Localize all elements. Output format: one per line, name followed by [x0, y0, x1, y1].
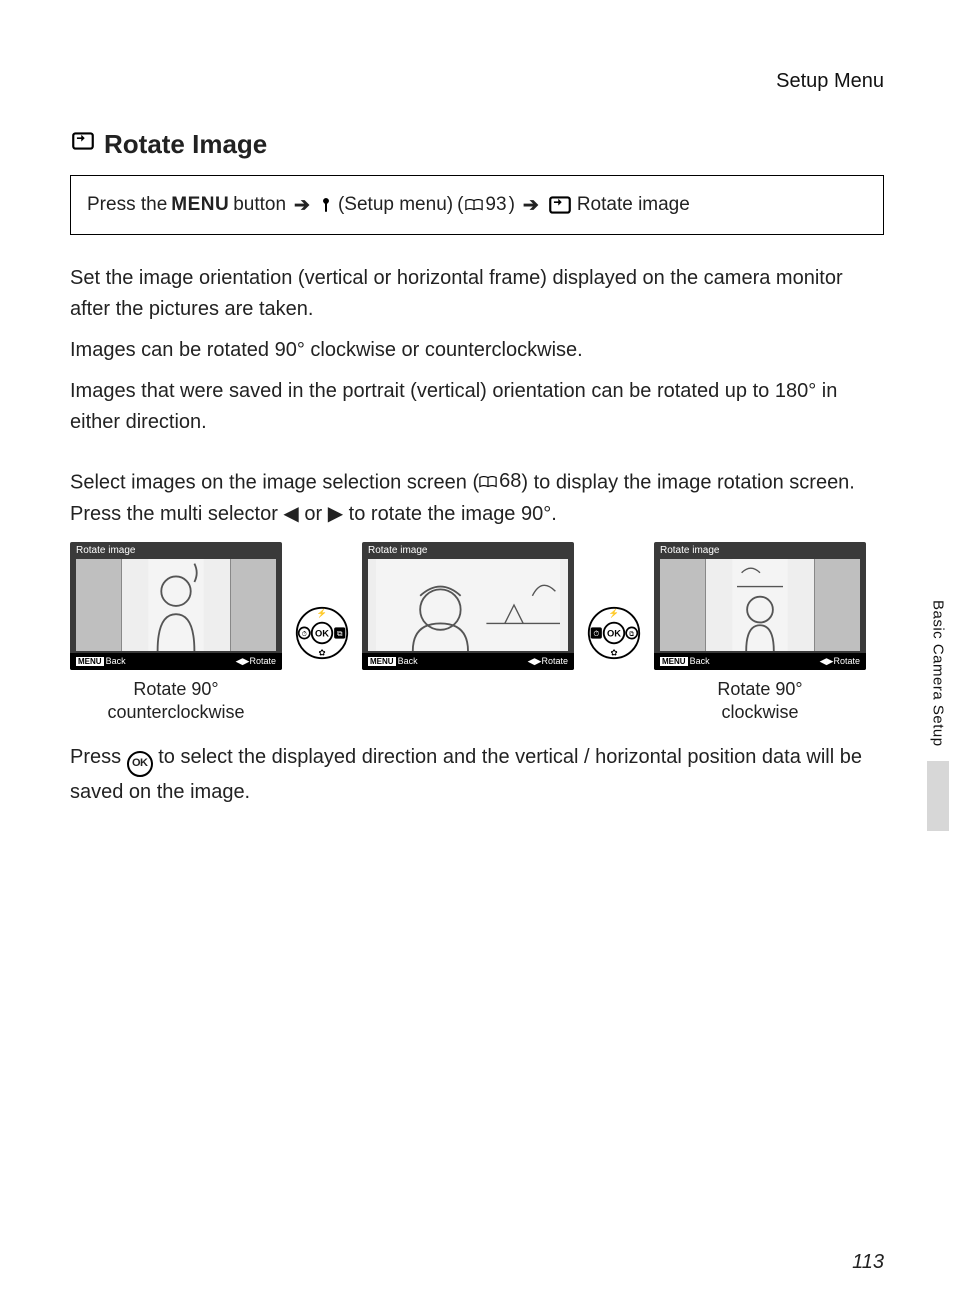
triangle-left-icon: ◀ — [283, 499, 298, 530]
screenshot-center: Rotate image — [362, 542, 574, 725]
title-text: Rotate Image — [104, 129, 267, 160]
landscape-sketch-icon — [368, 559, 568, 651]
page-number: 113 — [852, 1251, 884, 1274]
camera-screen: Rotate image — [362, 542, 574, 670]
text-run: Select images on the image selection scr… — [70, 472, 479, 494]
rotate-label: ◀▶Rotate — [820, 656, 860, 667]
svg-text:⏱: ⏱ — [302, 631, 307, 638]
rotate-label: ◀▶Rotate — [236, 656, 276, 667]
svg-text:⚡: ⚡ — [317, 608, 327, 619]
nav-text: Press the — [87, 194, 167, 216]
screen-footer: MENUBack ◀▶Rotate — [654, 653, 866, 670]
side-tab-label: Basic Camera Setup — [930, 600, 947, 747]
triangle-right-icon: ▶ — [328, 499, 343, 530]
svg-text:⧉: ⧉ — [337, 629, 343, 638]
figure-row: Rotate image MENUBack ◀▶Rotate — [70, 542, 884, 725]
preview-portrait — [76, 559, 276, 651]
menu-tag: MENU — [660, 657, 688, 666]
caption-line: clockwise — [721, 702, 798, 722]
menu-tag: MENU — [368, 657, 396, 666]
body-paragraph: Set the image orientation (vertical or h… — [70, 263, 884, 325]
nav-text: button — [233, 194, 286, 216]
body-paragraph: Press OK to select the displayed directi… — [70, 742, 884, 808]
nav-text: (Setup menu) — [338, 194, 453, 216]
caption-line: counterclockwise — [107, 702, 244, 722]
preview-landscape — [368, 559, 568, 651]
menu-button-label: MENU — [171, 194, 229, 216]
caption-line: Rotate 90° — [133, 679, 218, 699]
back-label: Back — [106, 656, 126, 666]
svg-text:⚡: ⚡ — [609, 608, 619, 619]
caption-right: Rotate 90° clockwise — [717, 678, 802, 725]
wrench-icon — [318, 194, 334, 216]
caption-empty — [465, 678, 470, 725]
page-reference: ( 93) — [457, 194, 515, 216]
screen-title: Rotate image — [362, 542, 574, 559]
menu-tag: MENU — [76, 657, 104, 666]
screen-title: Rotate image — [70, 542, 282, 559]
arrow-icon: ➔ — [294, 194, 310, 217]
rotate-image-icon — [70, 128, 96, 161]
text-run: Press — [70, 746, 127, 768]
camera-screen: Rotate image MENUBack ◀▶Rotate — [654, 542, 866, 670]
svg-text:⏱: ⏱ — [593, 629, 599, 638]
thumb-index-icon — [927, 761, 949, 831]
svg-text:OK: OK — [315, 629, 329, 639]
screen-footer: MENUBack ◀▶Rotate — [362, 653, 574, 670]
screen-footer: MENUBack ◀▶Rotate — [70, 653, 282, 670]
page-title: Rotate Image — [70, 128, 884, 161]
side-tab: Basic Camera Setup — [922, 600, 954, 831]
svg-text:OK: OK — [607, 629, 621, 639]
multi-selector-icon: OK ⚡ ✿ ⏱ ⧉ — [584, 605, 644, 661]
screen-title: Rotate image — [654, 542, 866, 559]
text-run: to select the displayed direction and th… — [70, 746, 862, 803]
screenshot-left: Rotate image MENUBack ◀▶Rotate — [70, 542, 282, 725]
nav-text: Rotate image — [577, 194, 690, 216]
svg-text:✿: ✿ — [318, 647, 325, 657]
preview-portrait — [660, 559, 860, 651]
body-paragraph: Images can be rotated 90° clockwise or c… — [70, 335, 884, 366]
manual-page: Setup Menu Rotate Image Press the MENU b… — [0, 0, 954, 1314]
portrait-sketch-icon — [706, 559, 814, 651]
rotate-label: ◀▶Rotate — [528, 656, 568, 667]
text-run: or — [299, 503, 328, 525]
portrait-sketch-icon — [122, 559, 230, 651]
page-reference: 68 — [479, 466, 521, 497]
body-paragraph: Images that were saved in the portrait (… — [70, 376, 884, 438]
back-label: Back — [690, 656, 710, 666]
svg-text:⧉: ⧉ — [629, 631, 634, 638]
svg-text:✿: ✿ — [610, 647, 617, 657]
screenshot-right: Rotate image MENUBack ◀▶Rotate — [654, 542, 866, 725]
back-label: Back — [398, 656, 418, 666]
caption-line: Rotate 90° — [717, 679, 802, 699]
text-run: to rotate the image 90°. — [343, 503, 557, 525]
rotate-image-icon — [547, 192, 573, 218]
page-ref-number: 68 — [499, 466, 521, 497]
section-header: Setup Menu — [70, 70, 884, 93]
camera-screen: Rotate image MENUBack ◀▶Rotate — [70, 542, 282, 670]
caption-left: Rotate 90° counterclockwise — [107, 678, 244, 725]
multi-selector-icon: OK ⚡ ✿ ⏱ ⧉ — [292, 605, 352, 661]
ok-button-icon: OK — [127, 751, 153, 777]
navigation-path-box: Press the MENU button ➔ (Setup menu) ( 9… — [70, 175, 884, 235]
arrow-icon: ➔ — [523, 194, 539, 217]
page-ref-number: 93 — [485, 194, 506, 216]
body-paragraph: Select images on the image selection scr… — [70, 466, 884, 530]
